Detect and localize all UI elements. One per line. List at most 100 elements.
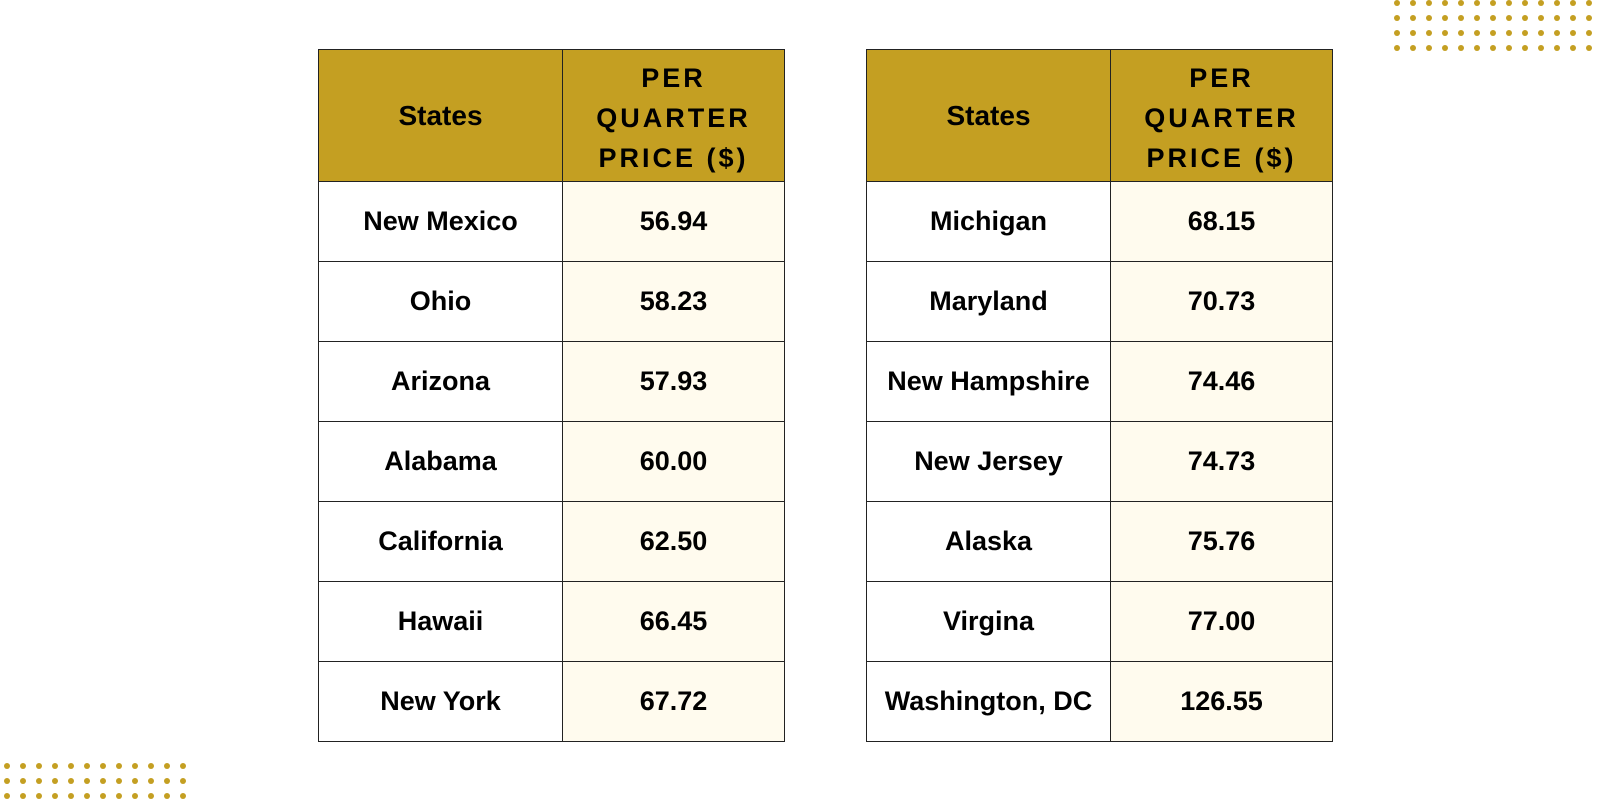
price-cell: 68.15: [1110, 181, 1333, 262]
decorative-dot: [1490, 45, 1496, 51]
decorative-dot: [1506, 15, 1512, 21]
decorative-dot: [164, 763, 170, 769]
state-name-cell: California: [318, 501, 563, 582]
table-row: California 62.50: [318, 501, 785, 582]
decorative-dot: [1522, 15, 1528, 21]
decorative-dot: [132, 763, 138, 769]
price-cell: 70.73: [1110, 261, 1333, 342]
decorative-dot: [1586, 30, 1592, 36]
decorative-dot: [36, 793, 42, 799]
decorative-dot: [52, 778, 58, 784]
decorative-dot: [1554, 30, 1560, 36]
decorative-dot: [68, 763, 74, 769]
state-name-cell: Maryland: [866, 261, 1111, 342]
decorative-dot: [20, 793, 26, 799]
states-column-header: States: [318, 49, 563, 182]
decorative-dot: [116, 763, 122, 769]
decorative-dot: [116, 778, 122, 784]
price-cell: 60.00: [562, 421, 785, 502]
decorative-dot: [1570, 45, 1576, 51]
table-row: Alaska 75.76: [866, 501, 1333, 582]
decorative-dot: [1442, 15, 1448, 21]
decorative-dot: [84, 763, 90, 769]
decorative-dot: [1410, 45, 1416, 51]
dot-pattern-top-right: [1394, 0, 1600, 60]
table-row: Michigan 68.15: [866, 181, 1333, 262]
price-cell: 57.93: [562, 341, 785, 422]
decorative-dot: [180, 778, 186, 784]
decorative-dot: [1522, 30, 1528, 36]
decorative-dot: [1442, 30, 1448, 36]
decorative-dot: [1570, 0, 1576, 6]
decorative-dot: [1490, 15, 1496, 21]
decorative-dot: [164, 778, 170, 784]
decorative-dot: [1570, 15, 1576, 21]
table-row: Maryland 70.73: [866, 261, 1333, 342]
table-row: New Hampshire 74.46: [866, 341, 1333, 422]
price-cell: 62.50: [562, 501, 785, 582]
decorative-dot: [180, 763, 186, 769]
state-name-cell: Michigan: [866, 181, 1111, 262]
table-row: New Mexico 56.94: [318, 181, 785, 262]
state-name-cell: Alabama: [318, 421, 563, 502]
decorative-dot: [52, 793, 58, 799]
decorative-dot: [1426, 0, 1432, 6]
decorative-dot: [1474, 15, 1480, 21]
decorative-dot: [164, 793, 170, 799]
decorative-dot: [1394, 15, 1400, 21]
decorative-dot: [1394, 30, 1400, 36]
decorative-dot: [1586, 45, 1592, 51]
table-row: Washington, DC 126.55: [866, 661, 1333, 742]
price-column-header: PER QUARTER PRICE ($): [562, 49, 785, 182]
decorative-dot: [1458, 15, 1464, 21]
decorative-dot: [1538, 45, 1544, 51]
price-cell: 74.46: [1110, 341, 1333, 422]
decorative-dot: [1570, 30, 1576, 36]
decorative-dot: [1490, 0, 1496, 6]
decorative-dot: [100, 778, 106, 784]
table-row: Hawaii 66.45: [318, 581, 785, 662]
decorative-dot: [148, 763, 154, 769]
table-row: Ohio 58.23: [318, 261, 785, 342]
decorative-dot: [1522, 45, 1528, 51]
table-row: Arizona 57.93: [318, 341, 785, 422]
decorative-dot: [1586, 15, 1592, 21]
decorative-dot: [1474, 45, 1480, 51]
state-name-cell: Alaska: [866, 501, 1111, 582]
dot-pattern-bottom-left: [4, 763, 196, 808]
price-cell: 75.76: [1110, 501, 1333, 582]
price-column-header: PER QUARTER PRICE ($): [1110, 49, 1333, 182]
decorative-dot: [4, 778, 10, 784]
state-name-cell: New York: [318, 661, 563, 742]
state-name-cell: Washington, DC: [866, 661, 1111, 742]
decorative-dot: [1442, 45, 1448, 51]
decorative-dot: [36, 763, 42, 769]
decorative-dot: [20, 763, 26, 769]
decorative-dot: [1458, 45, 1464, 51]
decorative-dot: [1522, 0, 1528, 6]
decorative-dot: [36, 778, 42, 784]
decorative-dot: [20, 778, 26, 784]
decorative-dot: [1506, 0, 1512, 6]
decorative-dot: [84, 793, 90, 799]
decorative-dot: [1538, 0, 1544, 6]
price-cell: 58.23: [562, 261, 785, 342]
price-cell: 66.45: [562, 581, 785, 662]
price-cell: 126.55: [1110, 661, 1333, 742]
state-name-cell: Hawaii: [318, 581, 563, 662]
decorative-dot: [1442, 0, 1448, 6]
decorative-dot: [1586, 0, 1592, 6]
decorative-dot: [180, 793, 186, 799]
price-cell: 74.73: [1110, 421, 1333, 502]
table-row: New Jersey 74.73: [866, 421, 1333, 502]
decorative-dot: [1506, 30, 1512, 36]
table-row: Alabama 60.00: [318, 421, 785, 502]
decorative-dot: [68, 778, 74, 784]
decorative-dot: [1410, 0, 1416, 6]
states-column-header: States: [866, 49, 1111, 182]
decorative-dot: [1458, 30, 1464, 36]
decorative-dot: [100, 763, 106, 769]
price-cell: 67.72: [562, 661, 785, 742]
state-name-cell: New Mexico: [318, 181, 563, 262]
decorative-dot: [1410, 15, 1416, 21]
